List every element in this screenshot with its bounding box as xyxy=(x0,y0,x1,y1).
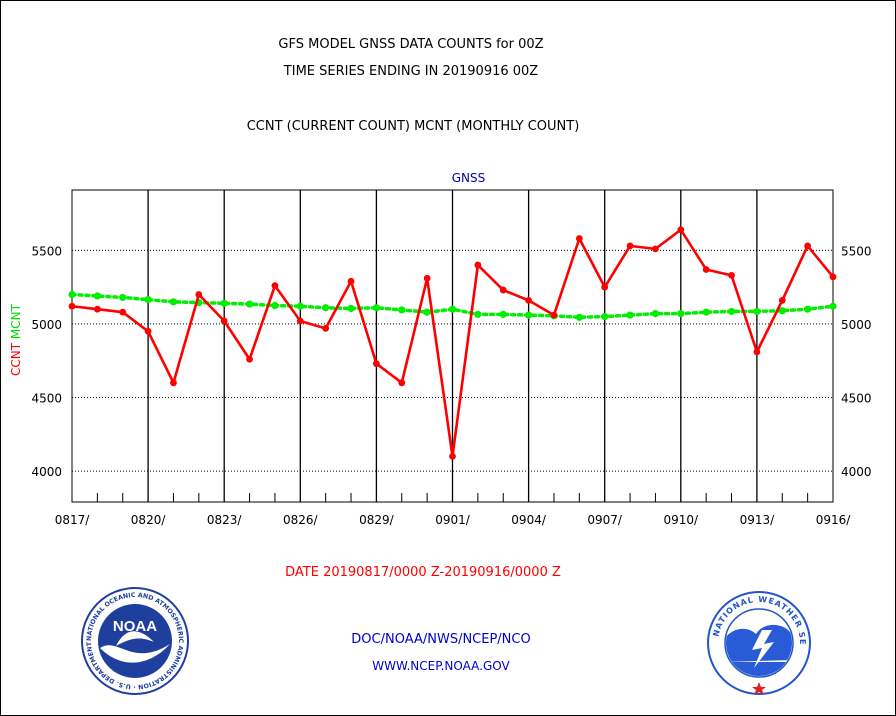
ccnt-point xyxy=(525,296,532,304)
mcnt-point xyxy=(245,300,254,308)
x-tick-label: 0904/ xyxy=(511,513,547,527)
ccnt-point xyxy=(829,273,837,281)
mcnt-point xyxy=(398,306,406,314)
mcnt-point xyxy=(525,311,533,319)
y-tick-label-left: 5500 xyxy=(31,244,62,258)
mcnt-point xyxy=(144,296,152,304)
footer-url-line: WWW.NCEP.NOAA.GOV xyxy=(372,659,510,673)
mcnt-point xyxy=(169,298,178,306)
ccnt-point xyxy=(499,286,507,294)
ccnt-point xyxy=(575,235,583,242)
chart-subtitle: CCNT (CURRENT COUNT) MCNT (MONTHLY COUNT… xyxy=(246,119,580,134)
mcnt-point xyxy=(575,313,583,321)
chart-title-line-1: GFS MODEL GNSS DATA COUNTS for 00Z xyxy=(278,37,544,52)
mcnt-point xyxy=(651,310,660,318)
ccnt-point xyxy=(474,261,482,269)
mcnt-point xyxy=(448,305,457,313)
y-axis-label-mcnt: MCNT xyxy=(9,303,23,343)
x-tick-label: 0901/ xyxy=(435,513,471,527)
ccnt-point xyxy=(119,308,127,316)
mcnt-point xyxy=(829,302,837,310)
y-tick-label-right: 4500 xyxy=(841,392,872,406)
nws-logo: NATIONAL WEATHER SERVICE xyxy=(706,590,811,695)
ccnt-point xyxy=(728,271,735,279)
mcnt-point xyxy=(677,310,685,318)
y-tick-label-right: 5500 xyxy=(841,244,872,258)
x-tick-label: 0907/ xyxy=(587,513,623,527)
mcnt-point xyxy=(372,304,380,312)
date-range-label: DATE 20190817/0000 Z-20190916/0000 Z xyxy=(285,565,561,580)
ccnt-point xyxy=(195,291,203,298)
ccnt-point xyxy=(626,242,634,250)
mcnt-point xyxy=(727,307,736,316)
x-tick-label: 0826/ xyxy=(283,513,319,527)
x-tick-label: 0820/ xyxy=(131,513,167,527)
mcnt-point xyxy=(347,304,355,313)
mcnt-point xyxy=(778,307,786,315)
y-tick-label-left: 4000 xyxy=(31,465,62,479)
mcnt-point xyxy=(119,293,127,302)
ccnt-point xyxy=(652,245,659,253)
mcnt-point xyxy=(296,302,304,310)
ccnt-point xyxy=(296,317,304,325)
mcnt-point xyxy=(626,311,634,319)
ccnt-point xyxy=(601,283,609,291)
ccnt-point xyxy=(144,327,152,335)
y-axis-label-ccnt: CCNT xyxy=(9,342,23,376)
x-tick-label: 0817/ xyxy=(55,513,91,527)
ccnt-point xyxy=(347,277,355,285)
footer-org-line: DOC/NOAA/NWS/NCEP/NCO xyxy=(351,632,531,647)
ccnt-point xyxy=(246,355,253,363)
mcnt-point xyxy=(423,308,431,316)
ccnt-point xyxy=(804,242,812,250)
x-tick-label: 0913/ xyxy=(740,513,776,527)
ccnt-point xyxy=(373,360,380,368)
ccnt-point xyxy=(423,274,431,282)
ccnt-point xyxy=(170,379,177,387)
mcnt-point xyxy=(753,307,761,316)
y-tick-label-right: 5000 xyxy=(841,318,872,332)
x-tick-label: 0916/ xyxy=(816,513,852,527)
ccnt-point xyxy=(93,305,101,313)
ccnt-point xyxy=(677,226,685,234)
x-tick-label: 0910/ xyxy=(664,513,700,527)
mcnt-point xyxy=(322,304,330,312)
ccnt-point xyxy=(778,296,786,304)
mcnt-point xyxy=(702,308,710,316)
ccnt-point xyxy=(702,266,710,273)
chart-title-line-2: TIME SERIES ENDING IN 20190916 00Z xyxy=(283,64,539,79)
y-tick-label-right: 4000 xyxy=(841,465,872,479)
panel-label: GNSS xyxy=(452,171,486,185)
y-tick-label-left: 4500 xyxy=(31,392,62,406)
x-tick-label: 0823/ xyxy=(207,513,243,527)
y-axis-label: CCNT MCNT xyxy=(9,303,23,376)
ccnt-point xyxy=(322,324,330,332)
mcnt-point xyxy=(68,290,76,299)
ccnt-point xyxy=(449,452,456,460)
x-tick-label: 0829/ xyxy=(359,513,395,527)
ccnt-point xyxy=(271,282,279,290)
ccnt-point xyxy=(753,348,761,356)
mcnt-point xyxy=(601,312,609,321)
ccnt-point xyxy=(550,311,558,319)
y-tick-label-left: 5000 xyxy=(31,318,62,332)
mcnt-point xyxy=(220,299,228,307)
noaa-logo: NOAA NATIONAL OCEANIC AND ATMOSPHERIC AD… xyxy=(80,586,189,695)
mcnt-point xyxy=(93,292,101,300)
mcnt-point xyxy=(474,310,482,318)
mcnt-point xyxy=(499,310,507,318)
mcnt-point xyxy=(271,301,279,310)
ccnt-point xyxy=(220,317,228,325)
mcnt-point xyxy=(804,305,812,313)
ccnt-point xyxy=(398,379,406,387)
ccnt-point xyxy=(68,302,76,310)
noaa-logo-text: NOAA xyxy=(113,618,157,635)
nws-star-icon xyxy=(752,682,766,695)
